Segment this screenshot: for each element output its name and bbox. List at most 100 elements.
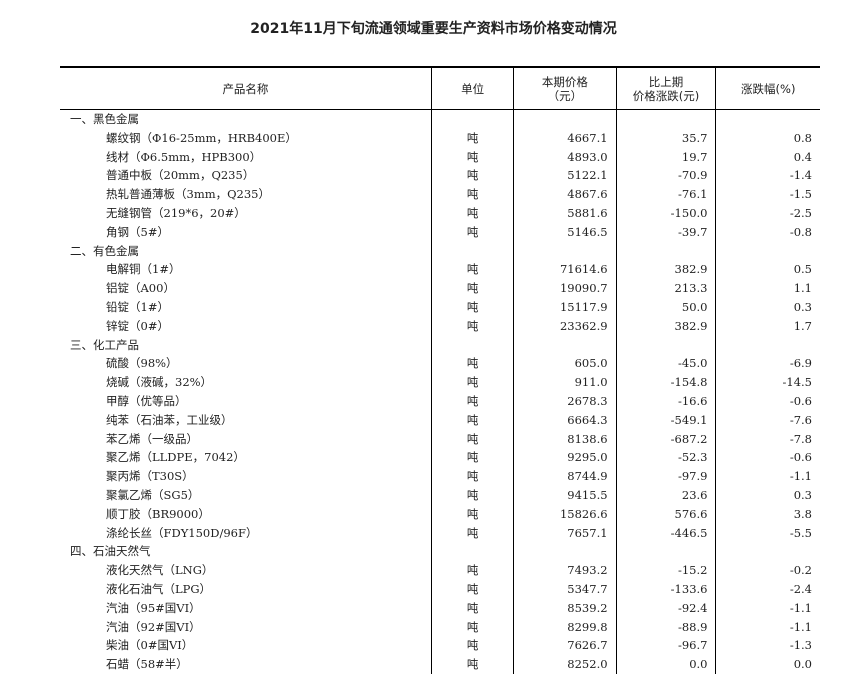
empty-cell [430, 109, 514, 129]
product-name: 无缝钢管（219*6，20#） [106, 205, 246, 220]
empty-cell [430, 241, 514, 261]
unit: 吨 [430, 523, 514, 543]
table-row: 聚丙烯（T30S） 吨 8744.9 -97.9 -1.1 [60, 467, 820, 486]
price-change: -15.2 [615, 561, 716, 580]
table-row: 液化天然气（LNG） 吨 7493.2 -15.2 -0.2 [60, 561, 820, 580]
price-change: -45.0 [615, 354, 716, 374]
unit: 吨 [430, 617, 514, 637]
price-change: -16.6 [615, 391, 716, 411]
change-percent: -1.3 [715, 636, 820, 656]
change-percent: -1.1 [715, 598, 820, 618]
product-name: 汽油（95#国VI） [106, 600, 201, 615]
table-row: 苯乙烯（一级品） 吨 8138.6 -687.2 -7.8 [60, 429, 820, 449]
header-name: 产品名称 [60, 67, 432, 110]
unit: 吨 [430, 185, 514, 204]
price-change: -92.4 [615, 598, 716, 618]
price-change: -97.9 [615, 467, 716, 486]
product-name: 涤纶长丝（FDY150D/96F） [106, 525, 258, 540]
current-price: 5881.6 [513, 203, 617, 223]
price-change: -70.9 [615, 166, 716, 186]
product-name: 液化天然气（LNG） [106, 563, 214, 578]
empty-cell [615, 109, 716, 129]
unit: 吨 [430, 279, 514, 298]
change-percent: -1.1 [715, 617, 820, 637]
product-name: 液化石油气（LPG） [106, 581, 212, 596]
current-price: 8539.2 [513, 598, 617, 618]
product-name: 聚丙烯（T30S） [106, 469, 194, 484]
table-row: 聚氯乙烯（SG5） 吨 9415.5 23.6 0.3 [60, 485, 820, 505]
current-price: 8252.0 [513, 655, 617, 674]
table-row: 聚乙烯（LLDPE，7042） 吨 9295.0 -52.3 -0.6 [60, 448, 820, 468]
header-row: 产品名称 单位 本期价格 （元） 比上期 价格涨跌(元) 涨跌幅(%) [60, 67, 820, 110]
change-percent: -1.5 [715, 185, 820, 204]
current-price: 9295.0 [513, 448, 617, 468]
product-name: 锌锭（0#） [106, 318, 169, 333]
section-name: 四、石油天然气 [70, 544, 151, 559]
table-row: 线材（Φ6.5mm，HPB300） 吨 4893.0 19.7 0.4 [60, 147, 820, 167]
empty-cell [430, 542, 514, 562]
price-change: -39.7 [615, 222, 716, 242]
current-price: 8138.6 [513, 429, 617, 449]
price-change: 19.7 [615, 147, 716, 167]
unit: 吨 [430, 579, 514, 599]
price-change: 576.6 [615, 504, 716, 524]
product-name: 普通中板（20mm，Q235） [106, 168, 255, 183]
current-price: 8744.9 [513, 467, 617, 486]
unit: 吨 [430, 354, 514, 374]
unit: 吨 [430, 203, 514, 223]
table-row: 涤纶长丝（FDY150D/96F） 吨 7657.1 -446.5 -5.5 [60, 523, 820, 543]
product-name: 苯乙烯（一级品） [106, 431, 198, 446]
unit: 吨 [430, 222, 514, 242]
unit: 吨 [430, 297, 514, 317]
product-name: 甲醇（优等品） [106, 393, 187, 408]
change-percent: -0.6 [715, 391, 820, 411]
section-row: 三、化工产品 [60, 335, 820, 355]
table-row: 液化石油气（LPG） 吨 5347.7 -133.6 -2.4 [60, 579, 820, 599]
current-price: 23362.9 [513, 316, 617, 336]
change-percent: 1.1 [715, 279, 820, 298]
product-name: 线材（Φ6.5mm，HPB300） [106, 149, 262, 164]
table-row: 锌锭（0#） 吨 23362.9 382.9 1.7 [60, 316, 820, 336]
header-change-line2: 价格涨跌(元) [632, 88, 700, 103]
unit: 吨 [430, 448, 514, 468]
empty-cell [715, 109, 820, 129]
table-row: 硫酸（98%） 吨 605.0 -45.0 -6.9 [60, 354, 820, 374]
empty-cell [615, 542, 716, 562]
price-change: 23.6 [615, 485, 716, 505]
price-change: -687.2 [615, 429, 716, 449]
current-price: 19090.7 [513, 279, 617, 298]
current-price: 7626.7 [513, 636, 617, 656]
change-percent: 0.3 [715, 485, 820, 505]
change-percent: -0.8 [715, 222, 820, 242]
unit: 吨 [430, 147, 514, 167]
change-percent: -2.5 [715, 203, 820, 223]
section-row: 四、石油天然气 [60, 542, 820, 562]
unit: 吨 [430, 636, 514, 656]
change-percent: -2.4 [715, 579, 820, 599]
product-name: 聚乙烯（LLDPE，7042） [106, 450, 245, 465]
unit: 吨 [430, 429, 514, 449]
change-percent: -0.6 [715, 448, 820, 468]
price-change: -150.0 [615, 203, 716, 223]
current-price: 2678.3 [513, 391, 617, 411]
empty-cell [615, 241, 716, 261]
current-price: 5122.1 [513, 166, 617, 186]
change-percent: -7.8 [715, 429, 820, 449]
section-row: 二、有色金属 [60, 241, 820, 261]
price-change: -446.5 [615, 523, 716, 543]
product-name: 汽油（92#国VI） [106, 619, 201, 634]
table-row: 纯苯（石油苯，工业级） 吨 6664.3 -549.1 -7.6 [60, 410, 820, 430]
unit: 吨 [430, 598, 514, 618]
current-price: 7657.1 [513, 523, 617, 543]
current-price: 7493.2 [513, 561, 617, 580]
product-name: 电解铜（1#） [106, 262, 181, 277]
empty-cell [715, 241, 820, 261]
product-name: 角钢（5#） [106, 224, 169, 239]
current-price: 4867.6 [513, 185, 617, 204]
product-name: 热轧普通薄板（3mm，Q235） [106, 187, 271, 202]
price-change: -549.1 [615, 410, 716, 430]
table-row: 甲醇（优等品） 吨 2678.3 -16.6 -0.6 [60, 391, 820, 411]
unit: 吨 [430, 504, 514, 524]
empty-cell [513, 335, 617, 355]
change-percent: 0.0 [715, 655, 820, 674]
